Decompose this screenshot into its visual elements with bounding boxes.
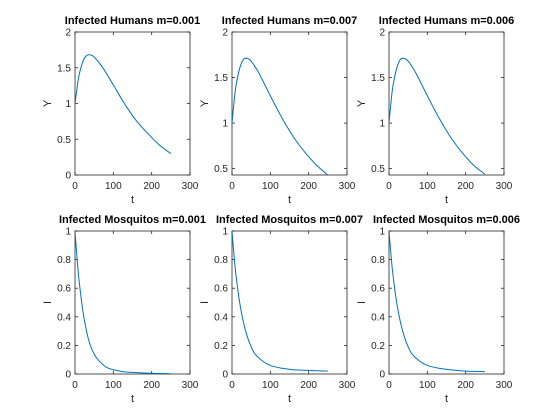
y-tick-label: 0.5 bbox=[57, 135, 71, 146]
y-tick-label: 0.4 bbox=[371, 312, 385, 323]
x-tick-label: 100 bbox=[419, 380, 436, 391]
y-tick-label: 0.5 bbox=[371, 164, 385, 175]
y-tick-label: 0.6 bbox=[214, 284, 228, 295]
y-axis-label: Y bbox=[42, 99, 54, 107]
y-axis-label: Y bbox=[199, 99, 211, 107]
y-tick-label: 0.2 bbox=[57, 341, 71, 352]
y-tick-label: 0.6 bbox=[371, 284, 385, 295]
y-tick-label: 1 bbox=[222, 227, 228, 238]
y-axis-label: I bbox=[356, 301, 368, 304]
series-line-1 bbox=[389, 57, 486, 175]
subplot-title: Infected Humans m=0.007 bbox=[222, 15, 357, 27]
axes-box bbox=[231, 230, 348, 375]
y-tick-label: 0 bbox=[65, 370, 71, 381]
x-axis-label: t bbox=[445, 194, 448, 206]
x-tick-label: 300 bbox=[496, 380, 513, 391]
y-tick-label: 2 bbox=[222, 28, 228, 39]
x-tick-label: 300 bbox=[182, 380, 199, 391]
series-line-1 bbox=[389, 231, 485, 373]
x-tick-label: 200 bbox=[457, 380, 474, 391]
subplot-title: Infected Humans m=0.006 bbox=[379, 15, 514, 27]
x-axis-label: t bbox=[445, 393, 448, 405]
series-line-1 bbox=[232, 57, 329, 175]
y-tick-label: 1.5 bbox=[214, 73, 228, 84]
y-tick-label: 0.8 bbox=[214, 255, 228, 266]
subplot-title: Infected Humans m=0.001 bbox=[65, 15, 200, 27]
x-tick-label: 100 bbox=[419, 181, 436, 192]
y-tick-label: 0.2 bbox=[371, 341, 385, 352]
x-tick-label: 300 bbox=[496, 181, 513, 192]
axes-box bbox=[74, 31, 191, 176]
x-axis-label: t bbox=[131, 194, 134, 206]
y-axis-label: I bbox=[42, 301, 54, 304]
x-tick-label: 300 bbox=[339, 181, 356, 192]
axes-box bbox=[388, 230, 505, 375]
y-tick-label: 1 bbox=[222, 119, 228, 130]
series-line-1 bbox=[75, 231, 171, 374]
y-tick-label: 1 bbox=[65, 227, 71, 238]
series-line-1 bbox=[232, 231, 328, 372]
y-tick-label: 0.8 bbox=[371, 255, 385, 266]
x-tick-label: 300 bbox=[339, 380, 356, 391]
x-axis-label: t bbox=[131, 393, 134, 405]
y-axis-label: Y bbox=[356, 99, 368, 107]
x-tick-label: 200 bbox=[143, 380, 160, 391]
x-tick-label: 200 bbox=[143, 181, 160, 192]
y-tick-label: 0 bbox=[222, 370, 228, 381]
x-tick-label: 200 bbox=[300, 181, 317, 192]
y-tick-label: 1 bbox=[379, 227, 385, 238]
y-tick-label: 0.4 bbox=[214, 312, 228, 323]
x-tick-label: 100 bbox=[105, 380, 122, 391]
y-tick-label: 1 bbox=[379, 119, 385, 130]
x-axis-label: t bbox=[288, 194, 291, 206]
y-tick-label: 0.4 bbox=[57, 312, 71, 323]
x-axis-label: t bbox=[288, 393, 291, 405]
axes-box bbox=[74, 230, 191, 375]
x-tick-label: 0 bbox=[72, 181, 78, 192]
y-axis-label: I bbox=[199, 301, 211, 304]
x-tick-label: 100 bbox=[105, 181, 122, 192]
y-tick-label: 2 bbox=[379, 28, 385, 39]
axes-box bbox=[388, 31, 505, 176]
y-tick-label: 0.8 bbox=[57, 255, 71, 266]
x-tick-label: 0 bbox=[386, 380, 392, 391]
subplot-title: Infected Mosquitos m=0.006 bbox=[373, 214, 520, 226]
y-tick-label: 1 bbox=[65, 99, 71, 110]
subplot-title: Infected Mosquitos m=0.007 bbox=[216, 214, 363, 226]
x-tick-label: 200 bbox=[457, 181, 474, 192]
x-tick-label: 300 bbox=[182, 181, 199, 192]
x-tick-label: 0 bbox=[386, 181, 392, 192]
y-tick-label: 0.6 bbox=[57, 284, 71, 295]
y-tick-label: 1.5 bbox=[371, 73, 385, 84]
y-tick-label: 0 bbox=[65, 171, 71, 182]
subplot-title: Infected Mosquitos m=0.001 bbox=[59, 214, 206, 226]
y-tick-label: 0.5 bbox=[214, 164, 228, 175]
x-tick-label: 200 bbox=[300, 380, 317, 391]
y-tick-label: 1.5 bbox=[57, 63, 71, 74]
y-tick-label: 2 bbox=[65, 28, 71, 39]
y-tick-label: 0.2 bbox=[214, 341, 228, 352]
x-tick-label: 0 bbox=[72, 380, 78, 391]
axes-box bbox=[231, 31, 348, 176]
x-tick-label: 0 bbox=[229, 181, 235, 192]
y-tick-label: 0 bbox=[379, 370, 385, 381]
x-tick-label: 0 bbox=[229, 380, 235, 391]
x-tick-label: 100 bbox=[262, 181, 279, 192]
series-line-1 bbox=[75, 54, 172, 154]
x-tick-label: 100 bbox=[262, 380, 279, 391]
